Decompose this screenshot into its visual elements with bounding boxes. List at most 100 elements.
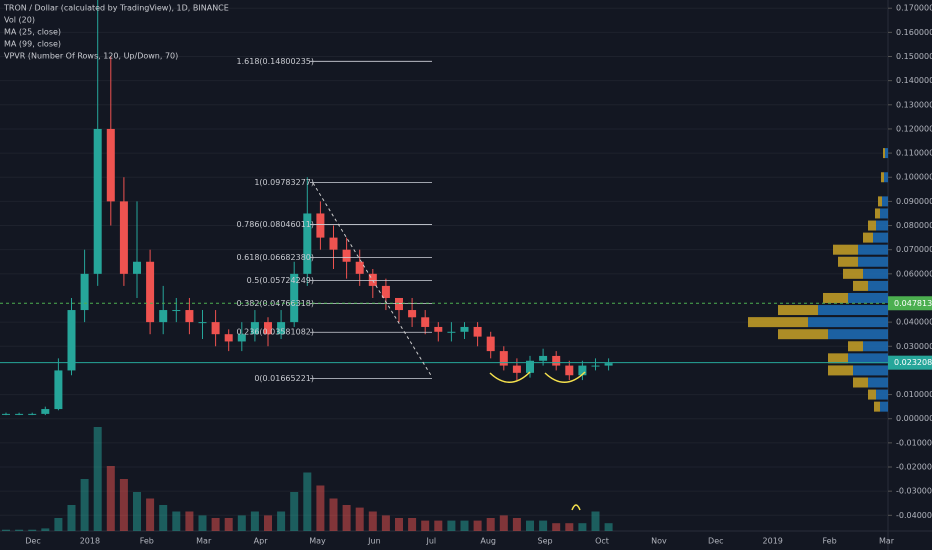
profile-down xyxy=(881,172,884,183)
y-tick-label: 0.10000000 xyxy=(896,173,932,182)
y-tick-label: 0.01000000 xyxy=(896,390,932,399)
fib-trendline xyxy=(312,182,433,378)
profile-up xyxy=(848,353,888,364)
volume-bar xyxy=(185,511,194,531)
candle-body xyxy=(237,334,246,342)
y-tick-label: -0.04000000 xyxy=(896,511,932,520)
volume-bar xyxy=(552,523,561,531)
candle-body xyxy=(565,365,574,376)
y-tick-label: 0.09000000 xyxy=(896,197,932,206)
volume-bar xyxy=(395,518,403,531)
profile-down xyxy=(853,280,868,291)
candle-body xyxy=(224,334,233,342)
candle-body xyxy=(106,128,115,202)
volume-bar xyxy=(106,466,115,531)
legend-item: VPVR (Number Of Rows, 120, Up/Down, 70) xyxy=(4,52,178,61)
profile-down xyxy=(823,292,848,303)
fib-label: 0.5(0.05724249) xyxy=(247,276,314,285)
y-tick-label: 0.17000000 xyxy=(896,4,932,13)
candle-body xyxy=(15,413,24,415)
candle-body xyxy=(303,213,312,274)
x-tick-label: May xyxy=(309,537,326,546)
y-tick-label: 0.15000000 xyxy=(896,52,932,61)
legend-title: TRON / Dollar (calculated by TradingView… xyxy=(3,4,229,13)
volume-bar xyxy=(329,498,338,531)
y-tick-label: 0.06000000 xyxy=(896,269,932,278)
volume-bar xyxy=(421,520,430,531)
profile-down xyxy=(778,305,818,316)
candle-body xyxy=(421,317,430,327)
volume-bar xyxy=(578,523,587,531)
candle-body xyxy=(355,261,364,274)
candle-body xyxy=(67,310,76,371)
profile-down xyxy=(874,401,880,412)
volume-bar xyxy=(355,507,364,531)
fib-label: 0.382(0.04766318) xyxy=(237,299,315,308)
candle-body xyxy=(342,249,351,262)
annotation-arc xyxy=(571,504,581,511)
y-tick-label: 0.03000000 xyxy=(896,342,932,351)
candle-body xyxy=(499,351,508,366)
profile-down xyxy=(838,256,858,267)
volume-bar xyxy=(119,479,128,531)
volume-bar xyxy=(499,515,508,531)
candle-body xyxy=(185,310,194,323)
candle-body xyxy=(460,326,469,332)
candle-body xyxy=(172,310,181,312)
volume-bar xyxy=(54,518,63,531)
volume-bar xyxy=(67,505,76,531)
x-tick-label: Oct xyxy=(595,537,609,546)
volume-bar xyxy=(211,518,220,531)
candle-body xyxy=(447,331,456,333)
marked-price-label: 0.04781387 xyxy=(894,299,932,308)
candle-body xyxy=(133,261,141,274)
y-tick-label: 0.12000000 xyxy=(896,124,932,133)
candle-body xyxy=(264,322,272,335)
profile-down xyxy=(878,196,882,207)
annotation-arc xyxy=(489,371,531,383)
volume-bar xyxy=(2,529,10,531)
candle-body xyxy=(486,336,495,352)
candle-body xyxy=(512,365,521,373)
profile-up xyxy=(808,317,888,328)
candle-body xyxy=(381,285,390,298)
y-tick-label: 0.00000000 xyxy=(896,414,932,423)
candle-body xyxy=(290,273,299,323)
candle-body xyxy=(277,322,286,335)
candle-body xyxy=(368,273,377,286)
x-tick-label: Jul xyxy=(425,537,436,546)
volume-bar xyxy=(198,515,207,531)
x-tick-label: Feb xyxy=(140,537,154,546)
candle-body xyxy=(604,363,613,366)
profile-up xyxy=(880,401,888,412)
x-tick-label: Dec xyxy=(708,537,723,546)
profile-up xyxy=(858,256,888,267)
x-tick-label: Aug xyxy=(480,537,496,546)
volume-bar xyxy=(526,520,534,531)
fib-label: 1(0.09783277) xyxy=(254,178,314,187)
volume-bar xyxy=(368,511,377,531)
volume-bar xyxy=(133,492,141,531)
profile-down xyxy=(868,389,876,400)
profile-up xyxy=(868,280,888,291)
volume-bar xyxy=(93,427,102,531)
volume-bar xyxy=(303,472,312,531)
x-tick-label: Nov xyxy=(651,537,667,546)
candle-body xyxy=(2,413,10,415)
volume-bar xyxy=(408,518,417,531)
x-tick-label: Feb xyxy=(823,537,837,546)
volume-bar xyxy=(486,518,495,531)
profile-up xyxy=(863,341,888,352)
volume-bar xyxy=(237,515,246,531)
y-tick-label: 0.14000000 xyxy=(896,76,932,85)
profile-up xyxy=(868,377,888,388)
volume-bar xyxy=(28,529,37,531)
volume-bar xyxy=(460,520,469,531)
profile-up xyxy=(885,148,888,159)
volume-bar xyxy=(290,492,299,531)
x-tick-label: Mar xyxy=(879,537,895,546)
candle-body xyxy=(80,273,89,311)
last-price-box xyxy=(888,355,932,370)
volume-bar xyxy=(591,511,600,531)
